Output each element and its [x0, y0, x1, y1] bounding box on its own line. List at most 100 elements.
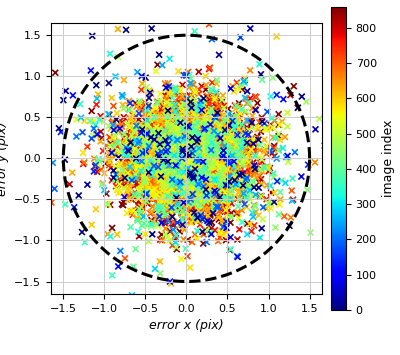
Point — [191, 163, 198, 169]
Point — [198, 158, 204, 164]
Point — [159, 166, 165, 171]
Point — [192, 166, 198, 172]
Point — [215, 156, 221, 162]
Point — [240, 140, 247, 146]
Point — [184, 158, 190, 163]
Point — [175, 148, 182, 153]
Point — [168, 174, 175, 179]
Point — [199, 174, 206, 180]
Point — [168, 157, 174, 163]
Point — [177, 144, 183, 150]
Point — [148, 167, 154, 173]
Point — [211, 159, 218, 165]
Point — [194, 215, 201, 221]
Point — [156, 166, 162, 172]
Point — [174, 144, 180, 150]
Point — [194, 157, 200, 163]
Point — [179, 164, 185, 170]
Point — [80, 150, 86, 155]
Point — [171, 144, 178, 150]
Point — [173, 170, 180, 176]
Point — [177, 153, 184, 158]
Point — [176, 168, 182, 174]
Point — [185, 136, 191, 141]
Point — [177, 191, 184, 196]
Point — [193, 149, 200, 154]
Point — [186, 139, 192, 145]
Point — [189, 181, 196, 187]
Point — [183, 153, 189, 159]
Point — [180, 175, 187, 181]
Point — [162, 188, 168, 194]
Point — [189, 128, 196, 133]
Point — [180, 189, 186, 194]
Point — [205, 165, 212, 171]
Point — [198, 168, 204, 173]
Point — [206, 128, 213, 134]
Point — [218, 132, 224, 137]
Point — [171, 118, 177, 124]
Point — [190, 158, 196, 164]
Point — [157, 150, 164, 155]
Point — [161, 188, 167, 193]
Point — [176, 154, 182, 159]
Point — [196, 112, 202, 118]
Point — [193, 148, 200, 154]
Point — [180, 141, 187, 146]
Point — [154, 150, 160, 155]
Point — [176, 159, 182, 165]
Point — [203, 157, 209, 163]
Point — [182, 168, 188, 173]
Point — [196, 158, 202, 164]
Point — [225, 179, 231, 185]
Point — [170, 127, 176, 133]
Point — [187, 153, 193, 159]
Point — [192, 149, 198, 155]
Point — [267, 122, 274, 127]
Point — [175, 144, 182, 150]
Point — [154, 165, 160, 171]
Point — [163, 151, 170, 157]
Point — [168, 148, 175, 154]
Point — [214, 109, 220, 115]
Point — [179, 152, 185, 158]
Point — [183, 138, 189, 144]
Point — [186, 85, 192, 91]
Point — [181, 171, 188, 176]
Point — [168, 119, 175, 125]
Point — [136, 169, 142, 175]
Point — [185, 148, 192, 154]
Point — [172, 175, 178, 181]
Point — [158, 149, 165, 154]
Point — [148, 164, 155, 170]
Point — [163, 152, 170, 158]
Point — [184, 157, 190, 162]
Point — [195, 203, 202, 209]
Point — [210, 171, 216, 177]
Point — [139, 178, 146, 184]
Point — [208, 153, 215, 159]
Point — [138, 158, 145, 164]
Point — [194, 153, 201, 158]
Point — [131, 154, 138, 159]
Point — [187, 138, 193, 144]
Point — [181, 141, 188, 147]
Point — [204, 153, 210, 159]
Point — [173, 144, 179, 150]
Point — [170, 155, 176, 161]
Point — [204, 147, 210, 153]
Point — [186, 162, 192, 167]
Point — [162, 183, 169, 189]
Point — [185, 169, 192, 175]
Point — [180, 148, 186, 154]
Point — [214, 147, 221, 152]
Point — [205, 170, 211, 176]
Point — [203, 82, 209, 88]
Point — [179, 151, 185, 156]
Point — [130, 166, 136, 172]
Point — [228, 201, 235, 206]
Point — [196, 158, 202, 164]
Point — [175, 151, 181, 157]
Point — [204, 159, 210, 165]
Point — [196, 128, 202, 134]
